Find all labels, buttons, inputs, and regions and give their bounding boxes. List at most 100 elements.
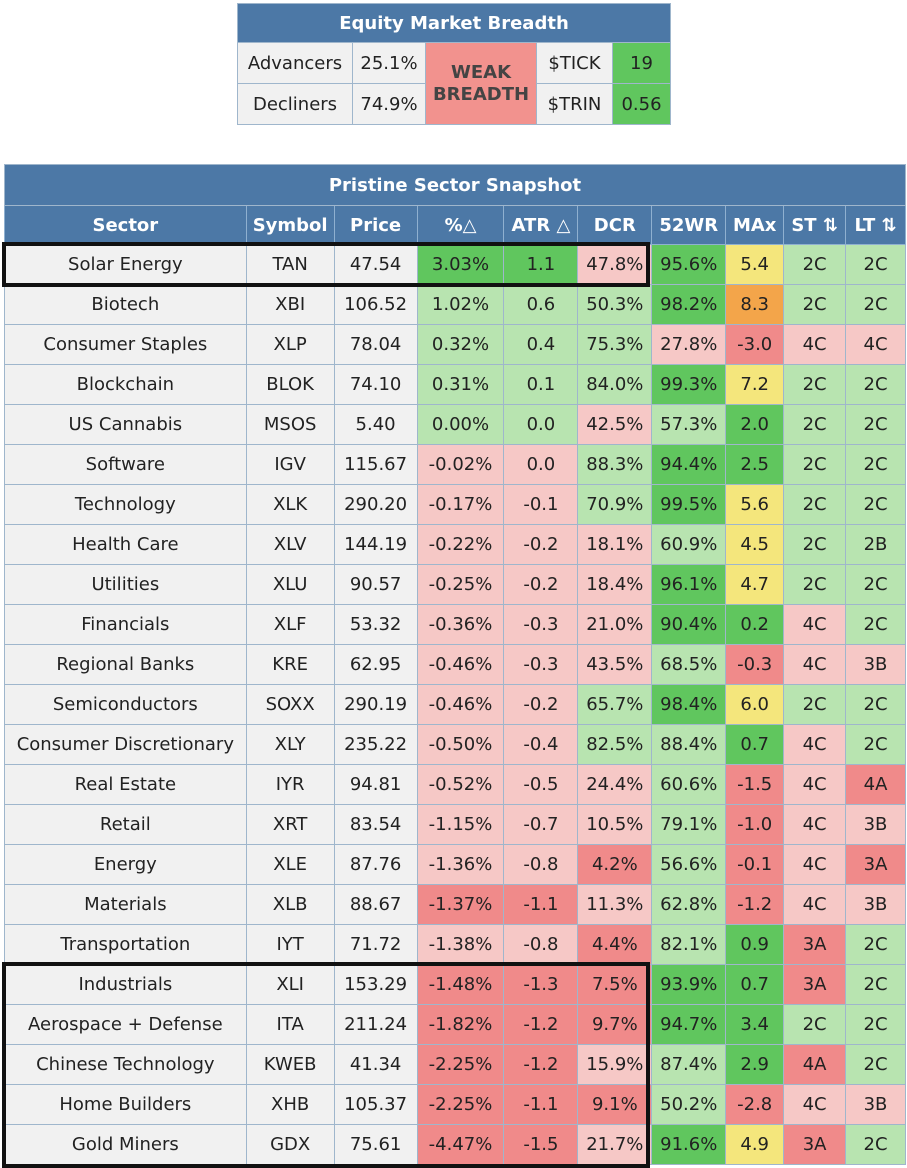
atr-change-cell: -1.5 [503,1124,579,1165]
range-52w-cell: 56.6% [651,844,727,885]
price-cell: 53.32 [333,604,418,645]
long-term-stage-cell: 2C [845,1044,906,1085]
column-header[interactable]: LT ⇅ [845,205,906,245]
price-cell: 290.19 [333,684,418,725]
symbol-cell: GDX [245,1124,335,1165]
pct-change-cell: -1.37% [416,884,505,925]
column-header[interactable]: Price [333,205,418,245]
long-term-stage-cell: 3B [845,804,906,845]
max-value-cell: 7.2 [725,364,785,405]
table-row: Aerospace + Defense ITA 211.24 -1.82% -1.2 9.… [4,1004,906,1045]
market-breadth-panel: Equity Market Breadth Advancers 25.1% WE… [237,3,671,125]
atr-change-cell: -0.4 [503,724,579,765]
pct-change-cell: -0.17% [416,484,505,525]
short-term-stage-cell: 4C [783,804,847,845]
pct-change-cell: -2.25% [416,1084,505,1125]
symbol-cell: XLV [245,524,335,565]
symbol-cell: XLF [245,604,335,645]
max-value-cell: 2.5 [725,444,785,485]
column-header[interactable]: ST ⇅ [783,205,847,245]
pct-change-cell: -0.46% [416,684,505,725]
pct-change-cell: -1.82% [416,1004,505,1045]
symbol-cell: XLE [245,844,335,885]
breadth-title: Equity Market Breadth [237,3,671,43]
range-52w-cell: 60.9% [651,524,727,565]
max-value-cell: 4.9 [725,1124,785,1165]
short-term-stage-cell: 2C [783,684,847,725]
sector-name-cell: Blockchain [4,364,247,405]
sector-name-cell: Consumer Staples [4,324,247,365]
snapshot-title: Pristine Sector Snapshot [4,164,906,206]
range-52w-cell: 99.5% [651,484,727,525]
column-header[interactable]: %△ [416,205,505,245]
symbol-cell: XLP [245,324,335,365]
symbol-cell: MSOS [245,404,335,445]
long-term-stage-cell: 2C [845,964,906,1005]
range-52w-cell: 50.2% [651,1084,727,1125]
price-cell: 115.67 [333,444,418,485]
dcr-cell: 65.7% [577,684,653,725]
dcr-cell: 7.5% [577,964,653,1005]
trin-label: $TRIN [536,83,613,125]
dcr-cell: 42.5% [577,404,653,445]
price-cell: 78.04 [333,324,418,365]
short-term-stage-cell: 2C [783,284,847,325]
short-term-stage-cell: 4C [783,1084,847,1125]
price-cell: 211.24 [333,1004,418,1045]
long-term-stage-cell: 3B [845,644,906,685]
symbol-cell: XLY [245,724,335,765]
symbol-cell: BLOK [245,364,335,405]
column-header[interactable]: Sector [4,205,247,245]
pct-change-cell: -0.52% [416,764,505,805]
price-cell: 83.54 [333,804,418,845]
advancers-value: 25.1% [352,42,426,84]
max-value-cell: -3.0 [725,324,785,365]
atr-change-cell: -1.2 [503,1004,579,1045]
pct-change-cell: -1.36% [416,844,505,885]
long-term-stage-cell: 2C [845,364,906,405]
column-header[interactable]: ATR △ [503,205,579,245]
symbol-cell: XLI [245,964,335,1005]
range-52w-cell: 57.3% [651,404,727,445]
pct-change-cell: -4.47% [416,1124,505,1165]
long-term-stage-cell: 2B [845,524,906,565]
column-header[interactable]: Symbol [245,205,335,245]
max-value-cell: -0.3 [725,644,785,685]
column-header[interactable]: DCR [577,205,653,245]
short-term-stage-cell: 2C [783,444,847,485]
column-header[interactable]: MAx [725,205,785,245]
short-term-stage-cell: 4A [783,1044,847,1085]
short-term-stage-cell: 2C [783,484,847,525]
range-52w-cell: 94.7% [651,1004,727,1045]
symbol-cell: ITA [245,1004,335,1045]
max-value-cell: 4.7 [725,564,785,605]
table-row: Industrials XLI 153.29 -1.48% -1.3 7.5% 93.9% 0… [4,964,906,1005]
atr-change-cell: 0.6 [503,284,579,325]
sector-name-cell: Software [4,444,247,485]
dcr-cell: 88.3% [577,444,653,485]
table-row: Semiconductors SOXX 290.19 -0.46% -0.2 65.7% 9… [4,684,906,725]
sector-name-cell: Regional Banks [4,644,247,685]
short-term-stage-cell: 2C [783,1004,847,1045]
column-header[interactable]: 52WR [651,205,727,245]
long-term-stage-cell: 2C [845,564,906,605]
range-52w-cell: 95.6% [651,244,727,285]
short-term-stage-cell: 4C [783,724,847,765]
max-value-cell: 0.9 [725,924,785,965]
table-row: Regional Banks KRE 62.95 -0.46% -0.3 43.5% 68.… [4,644,906,685]
symbol-cell: XLU [245,564,335,605]
sector-name-cell: Energy [4,844,247,885]
dcr-cell: 47.8% [577,244,653,285]
sector-name-cell: Utilities [4,564,247,605]
long-term-stage-cell: 4A [845,764,906,805]
range-52w-cell: 87.4% [651,1044,727,1085]
long-term-stage-cell: 2C [845,404,906,445]
sector-name-cell: Financials [4,604,247,645]
short-term-stage-cell: 3A [783,924,847,965]
table-row: Blockchain BLOK 74.10 0.31% 0.1 84.0% 99.3% 7.2… [4,364,906,405]
atr-change-cell: -0.3 [503,604,579,645]
short-term-stage-cell: 2C [783,564,847,605]
table-row: Utilities XLU 90.57 -0.25% -0.2 18.4% 96.1% 4.7… [4,564,906,605]
dcr-cell: 18.4% [577,564,653,605]
range-52w-cell: 62.8% [651,884,727,925]
